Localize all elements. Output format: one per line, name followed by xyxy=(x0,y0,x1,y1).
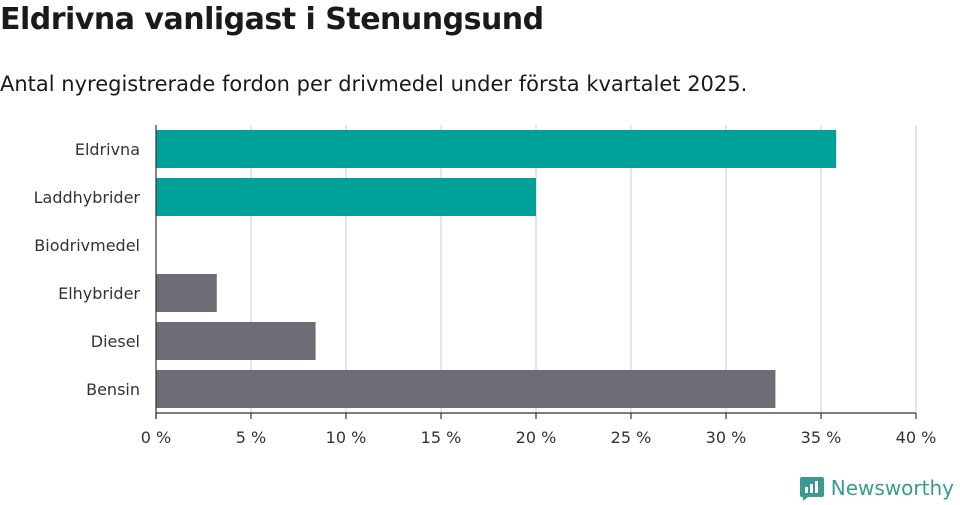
bar-eldrivna xyxy=(156,130,837,168)
category-label: Eldrivna xyxy=(75,140,140,159)
category-labels: Eldrivna Laddhybrider Biodrivmedel Elhybrid… xyxy=(34,140,141,399)
x-tick-label: 15 % xyxy=(421,428,462,447)
category-label: Bensin xyxy=(86,380,140,399)
bars xyxy=(156,130,837,408)
chart-title: Eldrivna vanligast i Stenungsund xyxy=(0,2,544,37)
brand-name: Newsworthy xyxy=(830,476,954,500)
newsworthy-logo-icon xyxy=(799,477,824,501)
bar-laddhybrider xyxy=(156,178,536,216)
x-tick-label: 0 % xyxy=(141,428,171,447)
category-label: Biodrivmedel xyxy=(34,236,140,255)
bar-bensin xyxy=(156,370,776,408)
bar-elhybrider xyxy=(156,274,217,312)
bar-diesel xyxy=(156,322,316,360)
chart-subtitle: Antal nyregistrerade fordon per drivmede… xyxy=(0,72,748,96)
x-tick-label: 20 % xyxy=(516,428,557,447)
x-tick-label: 10 % xyxy=(326,428,367,447)
x-tick-label: 25 % xyxy=(611,428,652,447)
x-axis: 0 % 5 % 10 % 15 % 20 % 25 % 30 % 35 % 40 % xyxy=(141,125,937,447)
category-label: Diesel xyxy=(91,332,140,351)
newsworthy-brand: Newsworthy xyxy=(799,475,954,501)
x-tick-label: 5 % xyxy=(236,428,266,447)
x-tick-label: 30 % xyxy=(706,428,747,447)
category-label: Laddhybrider xyxy=(34,188,141,207)
category-label: Elhybrider xyxy=(58,284,140,303)
x-tick-label: 35 % xyxy=(801,428,842,447)
grid-lines xyxy=(250,125,917,413)
x-tick-label: 40 % xyxy=(896,428,937,447)
